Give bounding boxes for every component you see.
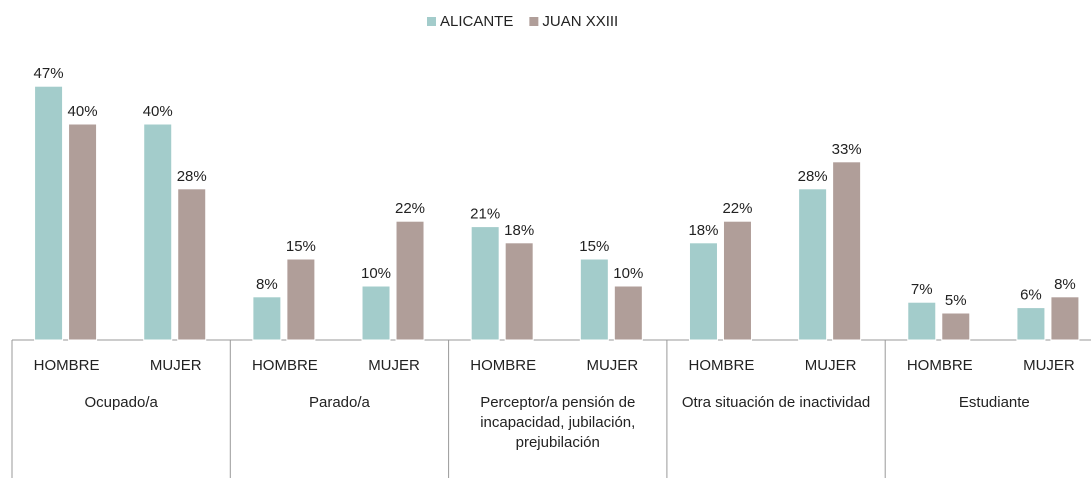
data-label: 8% [256, 276, 278, 293]
legend-label: JUAN XXIII [542, 13, 618, 30]
bar [722, 220, 752, 341]
data-label: 10% [613, 265, 643, 282]
x-tick-label: HOMBRE [470, 357, 536, 374]
x-tick-label: HOMBRE [34, 357, 100, 374]
data-label: 18% [504, 222, 534, 239]
data-label: 40% [68, 103, 98, 120]
bar [34, 85, 64, 341]
x-tick-label: MUJER [150, 357, 202, 374]
bar [504, 242, 534, 341]
group-label: Ocupado/a [84, 394, 158, 411]
data-label: 6% [1020, 287, 1042, 304]
data-label: 18% [688, 222, 718, 239]
data-label: 7% [911, 281, 933, 298]
data-label: 21% [470, 206, 500, 223]
group-label: Otra situación de inactividad [681, 394, 871, 411]
x-tick-label: HOMBRE [907, 357, 973, 374]
bar [579, 258, 609, 341]
data-label: 5% [945, 292, 967, 309]
bar [395, 220, 425, 341]
group-label: Perceptor/a pensión de incapacidad, jubi… [480, 394, 636, 451]
bar [177, 188, 207, 341]
x-tick-label: MUJER [1023, 357, 1075, 374]
x-tick-label: HOMBRE [252, 357, 318, 374]
bar [286, 258, 316, 341]
bar [941, 312, 971, 341]
data-label: 10% [361, 265, 391, 282]
x-tick-label: MUJER [368, 357, 420, 374]
bar [1050, 296, 1080, 341]
data-label: 15% [286, 238, 316, 255]
x-tick-label: MUJER [805, 357, 857, 374]
data-label: 40% [143, 103, 173, 120]
legend-label: ALICANTE [440, 13, 513, 30]
bar [832, 161, 862, 341]
bar [1016, 307, 1046, 341]
bar [68, 123, 98, 341]
data-label: 47% [34, 65, 64, 82]
bar [361, 285, 391, 341]
group-label: Estudiante [958, 394, 1030, 411]
data-label: 28% [177, 168, 207, 185]
bar [688, 242, 718, 341]
x-tick-label: HOMBRE [689, 357, 755, 374]
data-label: 22% [395, 200, 425, 217]
bar [798, 188, 828, 341]
bar [613, 285, 643, 341]
group-label: Parado/a [308, 394, 370, 411]
data-label: 15% [579, 238, 609, 255]
data-label: 28% [798, 168, 828, 185]
legend-swatch [427, 17, 436, 26]
data-label: 33% [832, 141, 862, 158]
bar [470, 226, 500, 341]
data-label: 8% [1054, 276, 1076, 293]
bar [907, 301, 937, 341]
x-tick-label: MUJER [586, 357, 638, 374]
bar [252, 296, 282, 341]
data-label: 22% [722, 200, 752, 217]
bar [143, 123, 173, 341]
legend-swatch [529, 17, 539, 26]
